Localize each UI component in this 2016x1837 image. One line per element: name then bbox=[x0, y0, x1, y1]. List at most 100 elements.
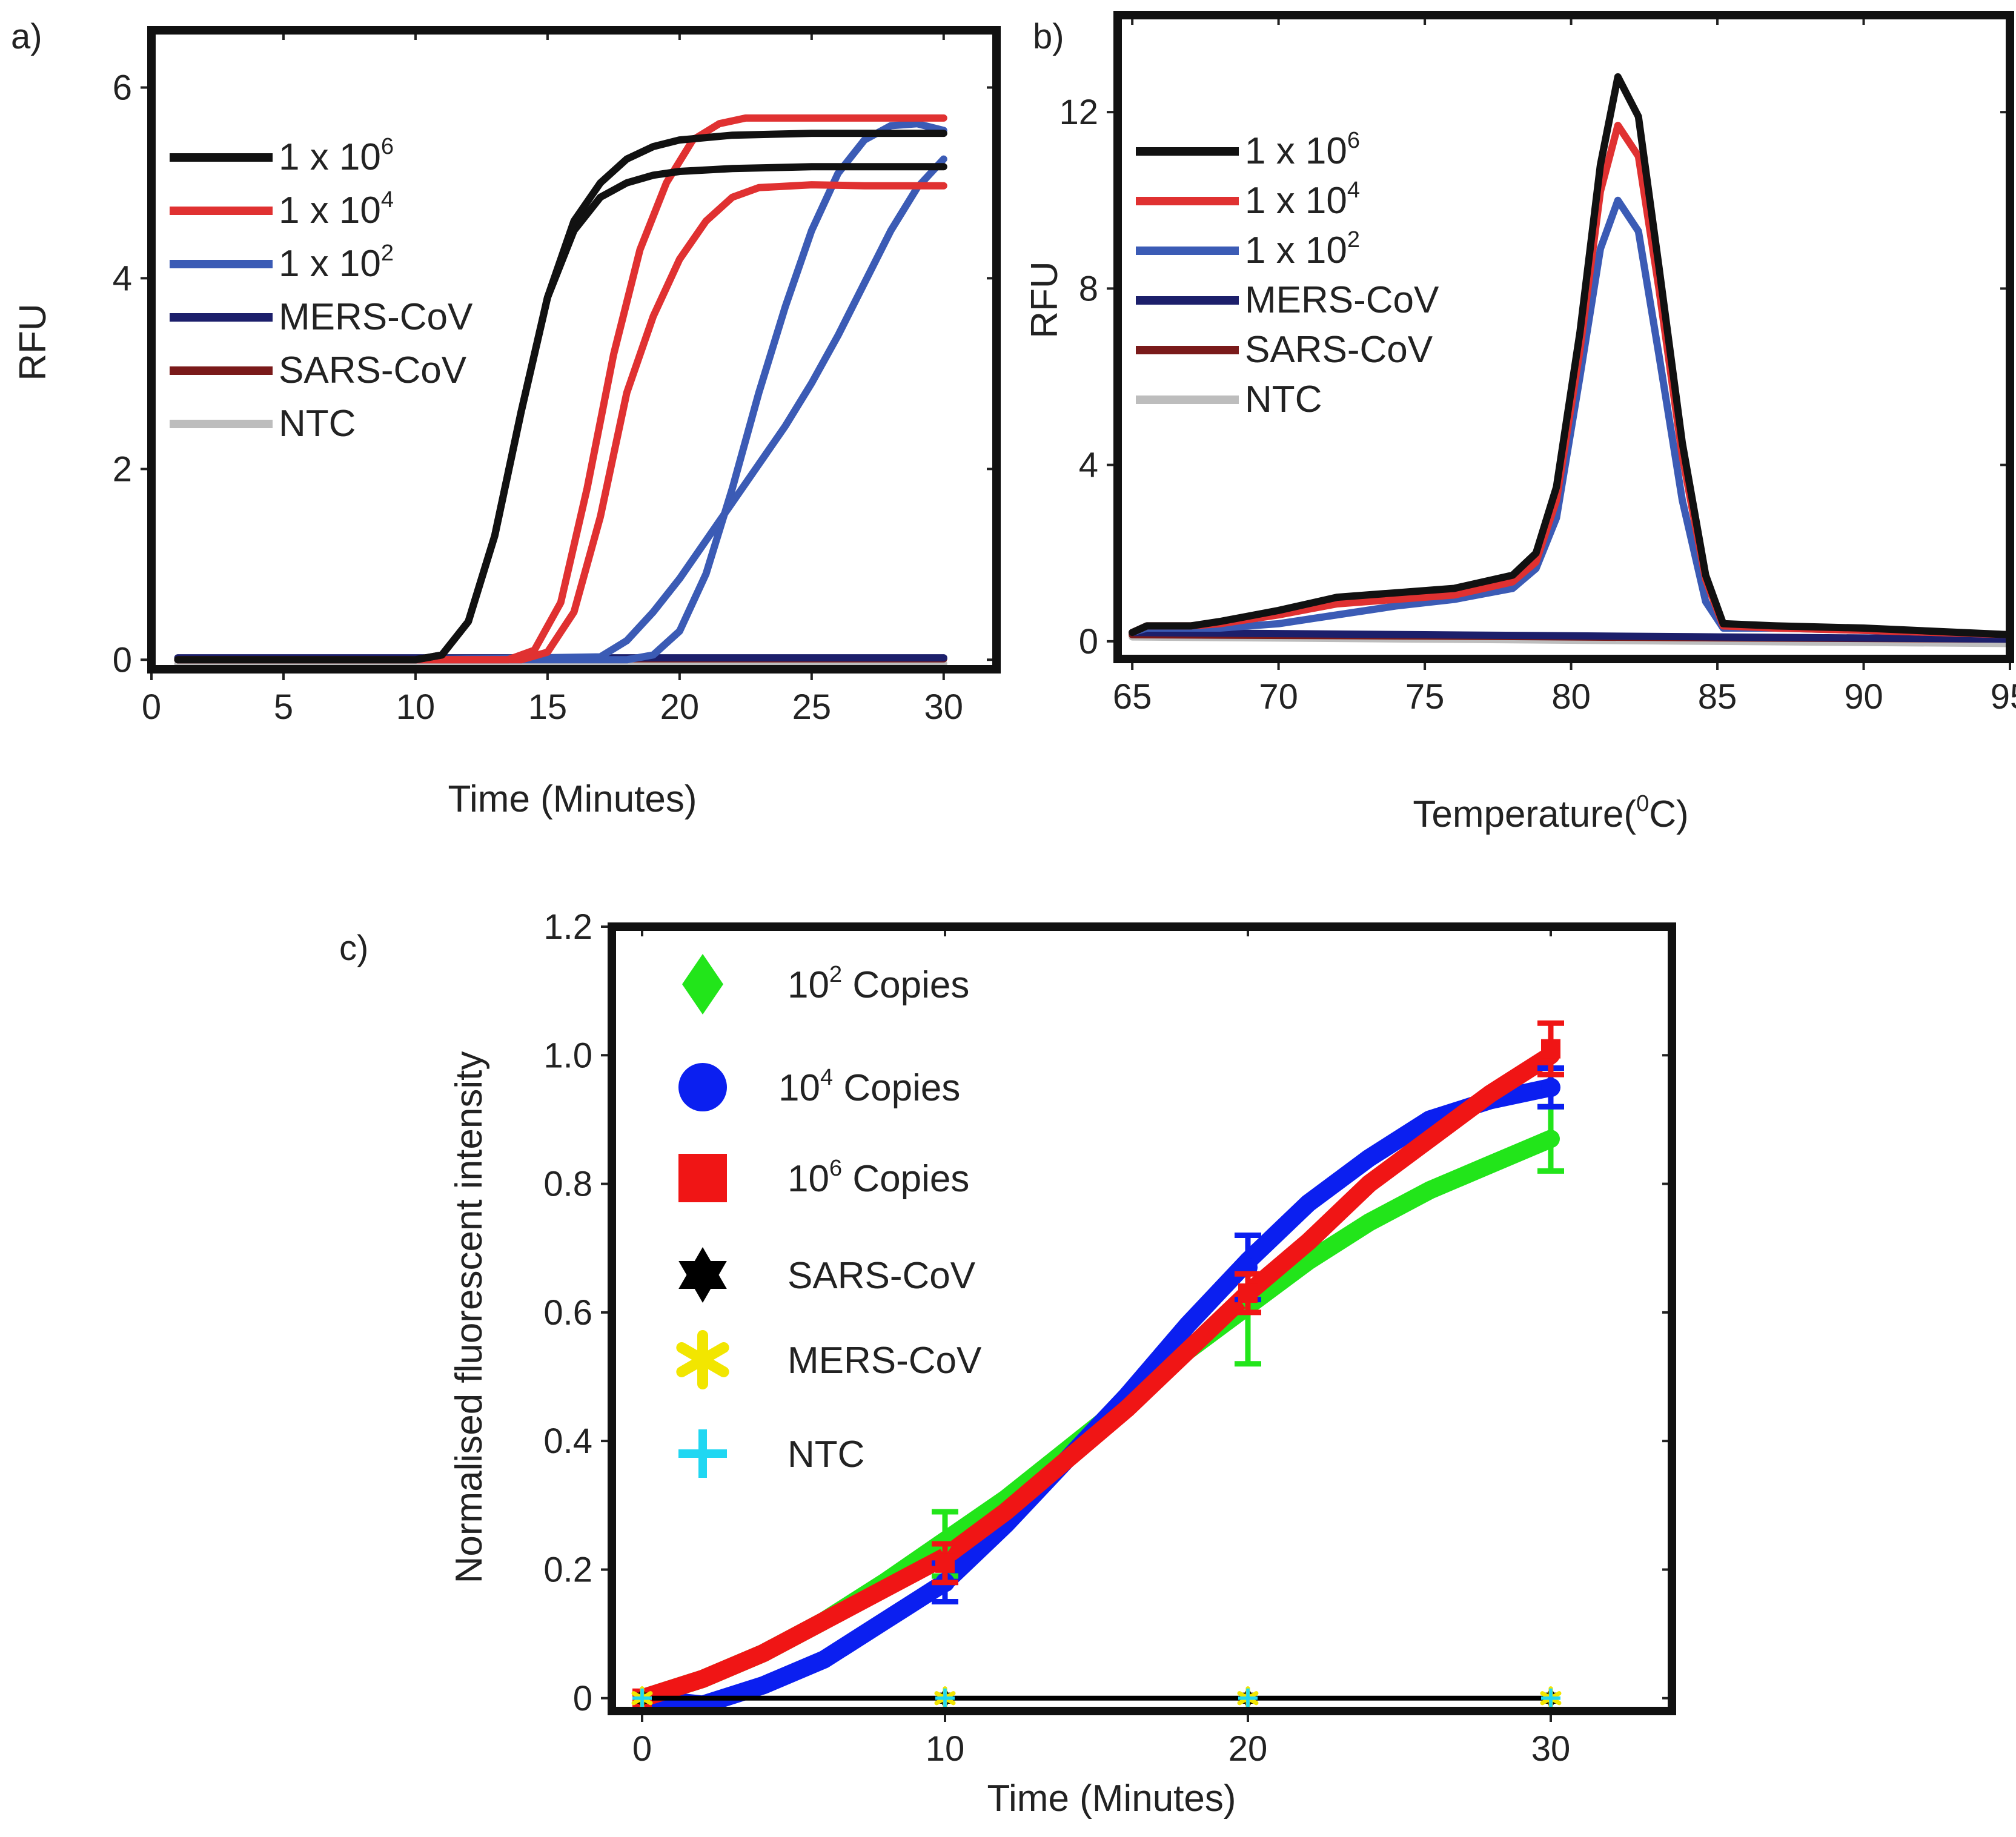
x-tick-label: 20 bbox=[1228, 1729, 1268, 1769]
legend-item: 1 x 104 bbox=[1136, 177, 1360, 222]
y-tick-label: 2 bbox=[113, 449, 132, 489]
plot-frame bbox=[147, 26, 1001, 674]
data-point bbox=[1238, 1696, 1258, 1700]
series-line bbox=[1129, 73, 2010, 638]
legend-label: 104 Copies bbox=[778, 1065, 960, 1109]
legend-label: 1 x 102 bbox=[1245, 227, 1360, 271]
y-tick-label: 12 bbox=[1059, 93, 1098, 132]
legend-label: 1 x 106 bbox=[279, 134, 394, 178]
plot-frame bbox=[1113, 11, 2014, 663]
legend-item: 102 Copies bbox=[682, 954, 969, 1014]
legend-label: NTC bbox=[788, 1434, 864, 1475]
plot-area bbox=[633, 1046, 1560, 1711]
x-tick-label: 0 bbox=[142, 687, 161, 727]
x-tick-label: 65 bbox=[1113, 677, 1152, 717]
legend-label: 1 x 102 bbox=[279, 240, 394, 285]
series-line bbox=[174, 130, 947, 664]
data-point bbox=[1541, 1039, 1560, 1059]
legend-label: SARS-CoV bbox=[788, 1255, 976, 1297]
legend-label: SARS-CoV bbox=[1245, 329, 1433, 371]
legend: 1 x 106 1 x 104 1 x 102 MERS-CoV SARS-CoV NTC bbox=[1136, 128, 1439, 420]
x-tick-label: 5 bbox=[274, 687, 293, 727]
x-axis-label: Temperature(0C) bbox=[1413, 791, 1688, 835]
data-point bbox=[935, 1553, 955, 1573]
legend-item: 1 x 102 bbox=[170, 240, 394, 285]
plot-area bbox=[1129, 73, 2010, 647]
legend-marker bbox=[676, 1342, 729, 1377]
x-tick-label: 95 bbox=[1991, 677, 2016, 717]
y-ticks: 0 0.2 0.4 0.6 0.8 1.0 1.2 bbox=[543, 907, 1672, 1718]
y-tick-label: 1.2 bbox=[543, 907, 592, 947]
legend-item: SARS-CoV bbox=[678, 1247, 976, 1303]
y-tick-label: 0 bbox=[1079, 622, 1098, 661]
data-point bbox=[1541, 1077, 1560, 1097]
x-tick-label: 85 bbox=[1698, 677, 1737, 717]
legend-item: 1 x 106 bbox=[1136, 128, 1360, 172]
legend-item: MERS-CoV bbox=[170, 296, 473, 338]
legend-label: MERS-CoV bbox=[788, 1340, 982, 1382]
legend-label: 102 Copies bbox=[788, 962, 969, 1006]
legend-label: MERS-CoV bbox=[1245, 279, 1439, 321]
legend-label: NTC bbox=[279, 403, 356, 445]
legend-item: 106 Copies bbox=[678, 1154, 969, 1202]
legend-label: NTC bbox=[1245, 379, 1322, 420]
legend-item: SARS-CoV bbox=[1136, 329, 1433, 371]
legend-marker bbox=[678, 1063, 727, 1111]
plot-area bbox=[174, 114, 947, 667]
x-tick-label: 75 bbox=[1405, 677, 1445, 717]
panel-1: a) Time (Minutes) RFU 0 5 10 15 20 25 30 0 2 4 6 1 x 1… bbox=[11, 17, 1001, 820]
legend-label: 1 x 106 bbox=[1245, 128, 1360, 172]
y-ticks: 0 4 8 12 bbox=[1059, 93, 2010, 661]
legend-item: NTC bbox=[170, 403, 356, 445]
legend-item: NTC bbox=[1136, 379, 1322, 420]
y-tick-label: 0.6 bbox=[543, 1293, 592, 1332]
legend-item: MERS-CoV bbox=[1136, 279, 1439, 321]
y-tick-label: 0 bbox=[573, 1679, 592, 1718]
legend-label: SARS-CoV bbox=[279, 349, 467, 391]
x-tick-label: 0 bbox=[632, 1729, 652, 1769]
legend-item: 1 x 102 bbox=[1136, 227, 1360, 271]
panel-2: b) Temperature(0C) RFU 65 70 75 80 85 90 95 0 4 8 12 1… bbox=[1024, 11, 2016, 835]
panel-label: b) bbox=[1033, 17, 1064, 56]
legend-marker bbox=[678, 1261, 727, 1303]
legend-item: SARS-CoV bbox=[170, 349, 467, 391]
legend-marker bbox=[678, 1449, 727, 1458]
panel-3: c) Time (Minutes) Normalised fluorescent i… bbox=[339, 907, 1676, 1819]
y-axis-label: RFU bbox=[12, 303, 54, 380]
legend: 102 Copies 104 Copies 106 Copies SARS-CoV ME… bbox=[676, 954, 982, 1478]
x-tick-label: 70 bbox=[1259, 677, 1298, 717]
legend: 1 x 106 1 x 104 1 x 102 MERS-CoV SARS-CoV NTC bbox=[170, 134, 473, 445]
fit-line bbox=[633, 1046, 1560, 1707]
y-tick-label: 0.2 bbox=[543, 1550, 592, 1589]
legend-item: 1 x 104 bbox=[170, 187, 394, 231]
y-tick-label: 0.4 bbox=[543, 1422, 592, 1461]
panel-label: c) bbox=[339, 928, 368, 968]
legend-item: MERS-CoV bbox=[676, 1330, 982, 1389]
legend-label: 1 x 104 bbox=[279, 187, 394, 231]
data-point bbox=[1238, 1283, 1258, 1303]
legend-label: MERS-CoV bbox=[279, 296, 473, 338]
fit-line bbox=[633, 1078, 1560, 1711]
x-axis-label: Time (Minutes) bbox=[448, 778, 697, 820]
y-tick-label: 4 bbox=[113, 259, 132, 298]
series-line bbox=[174, 181, 947, 664]
y-axis-label: RFU bbox=[1024, 261, 1066, 338]
x-tick-label: 10 bbox=[396, 687, 436, 727]
x-tick-label: 15 bbox=[528, 687, 568, 727]
x-ticks: 65 70 75 80 85 90 95 bbox=[1113, 15, 2016, 717]
y-tick-label: 6 bbox=[113, 68, 132, 107]
data-point bbox=[1542, 1127, 1559, 1151]
x-tick-label: 20 bbox=[660, 687, 700, 727]
y-tick-label: 0.8 bbox=[543, 1165, 592, 1204]
x-tick-label: 90 bbox=[1844, 677, 1883, 717]
y-axis-label: Normalised fluorescent intensity bbox=[448, 1051, 490, 1584]
y-tick-label: 8 bbox=[1079, 269, 1098, 308]
x-tick-label: 30 bbox=[1531, 1729, 1571, 1769]
x-tick-label: 30 bbox=[924, 687, 964, 727]
data-point bbox=[632, 1696, 652, 1700]
y-tick-label: 0 bbox=[113, 640, 132, 680]
legend-marker bbox=[678, 1154, 727, 1202]
panel-label: a) bbox=[11, 17, 42, 56]
legend-item: 1 x 106 bbox=[170, 134, 394, 178]
